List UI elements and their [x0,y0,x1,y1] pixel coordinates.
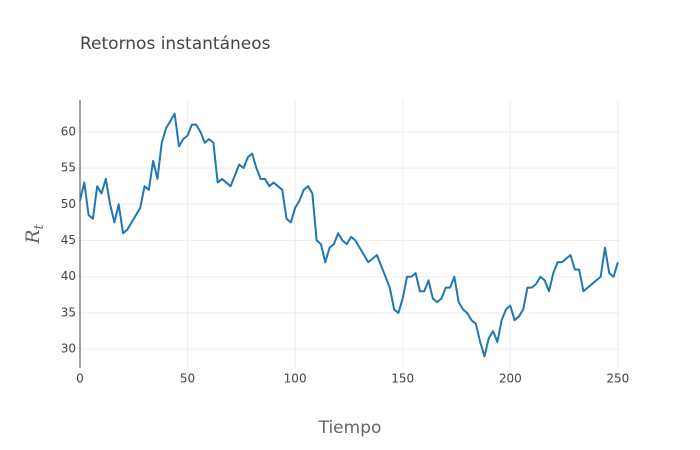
x-tick-label: 200 [499,372,522,386]
y-tick-label: 60 [61,124,76,138]
x-tick-label: 250 [606,372,629,386]
y-tick-label: 35 [61,305,76,319]
y-tick-label: 40 [61,269,76,283]
y-tick-label: 45 [61,233,76,247]
y-axis-title: Rt [22,223,47,244]
y-tick-label: 30 [61,342,76,356]
x-tick-label: 150 [391,372,414,386]
line [79,112,619,358]
y-axis-title-subscript: t [32,223,47,229]
x-tick-label: 100 [284,372,307,386]
y-axis-title-base: R [22,229,44,244]
y-tick-label: 50 [61,197,76,211]
chart-title: Retornos instantáneos [80,34,271,54]
x-tick-label: 0 [76,372,84,386]
x-tick-label: 50 [180,372,195,386]
x-axis-title: Tiempo [318,418,382,438]
y-tick-label: 55 [61,161,76,175]
